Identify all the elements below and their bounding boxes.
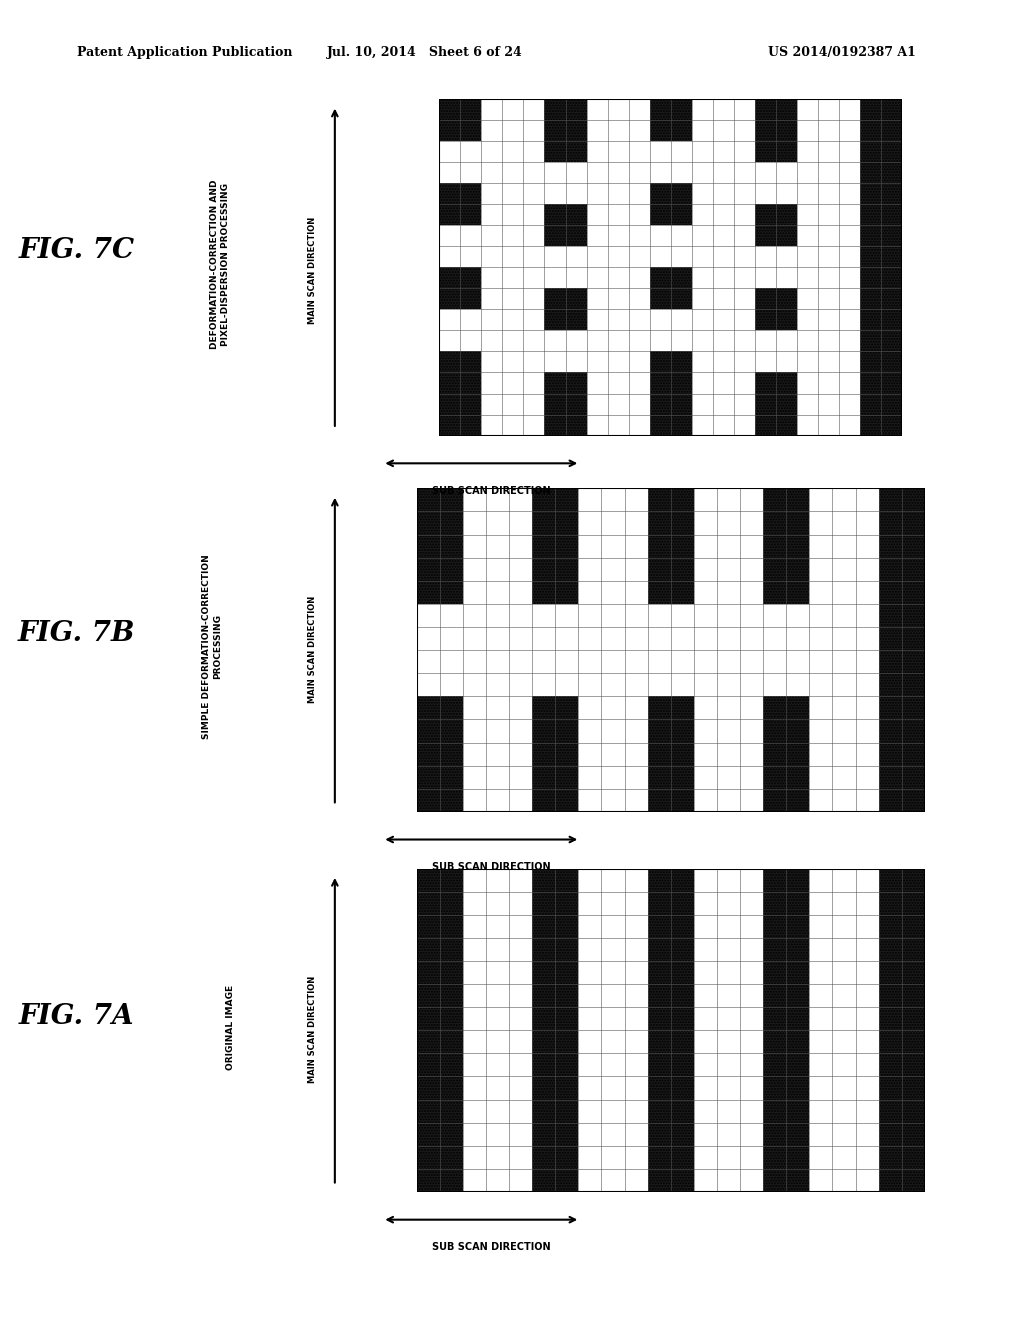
Bar: [763, 869, 809, 1192]
Text: Patent Application Publication: Patent Application Publication: [77, 46, 292, 59]
Text: US 2014/0192387 A1: US 2014/0192387 A1: [768, 46, 915, 59]
Bar: [763, 488, 809, 812]
Bar: [647, 488, 694, 812]
Bar: [545, 99, 587, 436]
Bar: [532, 869, 579, 1192]
Bar: [417, 605, 463, 697]
Bar: [755, 330, 797, 372]
Bar: [763, 605, 809, 697]
Bar: [879, 488, 925, 812]
Bar: [647, 605, 694, 697]
Bar: [755, 99, 797, 436]
Bar: [647, 869, 694, 1192]
Bar: [417, 488, 463, 812]
Bar: [860, 99, 902, 436]
Bar: [545, 330, 587, 372]
Bar: [879, 869, 925, 1192]
Bar: [545, 247, 587, 288]
Bar: [439, 309, 481, 351]
Bar: [763, 869, 809, 1192]
Bar: [532, 488, 579, 812]
Bar: [532, 869, 579, 1192]
Text: SUB SCAN DIRECTION: SUB SCAN DIRECTION: [432, 486, 551, 496]
Text: FIG. 7B: FIG. 7B: [18, 620, 135, 647]
Text: MAIN SCAN DIRECTION: MAIN SCAN DIRECTION: [308, 595, 316, 704]
Text: FIG. 7A: FIG. 7A: [19, 1003, 134, 1030]
Text: ORIGINAL IMAGE: ORIGINAL IMAGE: [226, 985, 234, 1069]
Bar: [649, 99, 692, 436]
Bar: [763, 488, 809, 812]
Bar: [439, 141, 481, 183]
Bar: [647, 488, 694, 812]
Text: FIG. 7C: FIG. 7C: [18, 238, 135, 264]
Bar: [860, 99, 902, 436]
Text: DEFORMATION-CORRECTION AND
PIXEL-DISPERSION PROCESSING: DEFORMATION-CORRECTION AND PIXEL-DISPERS…: [211, 180, 229, 348]
Bar: [649, 141, 692, 183]
Text: SUB SCAN DIRECTION: SUB SCAN DIRECTION: [432, 1242, 551, 1253]
Bar: [417, 869, 463, 1192]
Text: MAIN SCAN DIRECTION: MAIN SCAN DIRECTION: [308, 975, 316, 1084]
Bar: [545, 162, 587, 205]
Bar: [879, 869, 925, 1192]
Bar: [439, 99, 481, 436]
Bar: [649, 99, 692, 436]
Bar: [755, 99, 797, 436]
Bar: [417, 488, 463, 812]
Text: MAIN SCAN DIRECTION: MAIN SCAN DIRECTION: [308, 216, 316, 325]
Text: SUB SCAN DIRECTION: SUB SCAN DIRECTION: [432, 862, 551, 873]
Bar: [545, 99, 587, 436]
Bar: [439, 99, 481, 436]
Bar: [755, 162, 797, 205]
Text: SIMPLE DEFORMATION-CORRECTION
PROCESSING: SIMPLE DEFORMATION-CORRECTION PROCESSING: [203, 554, 221, 739]
Bar: [649, 309, 692, 351]
Bar: [417, 869, 463, 1192]
Bar: [649, 226, 692, 267]
Bar: [755, 247, 797, 288]
Bar: [532, 488, 579, 812]
Text: Jul. 10, 2014   Sheet 6 of 24: Jul. 10, 2014 Sheet 6 of 24: [327, 46, 523, 59]
Bar: [532, 605, 579, 697]
Bar: [879, 488, 925, 812]
Bar: [647, 869, 694, 1192]
Bar: [439, 226, 481, 267]
